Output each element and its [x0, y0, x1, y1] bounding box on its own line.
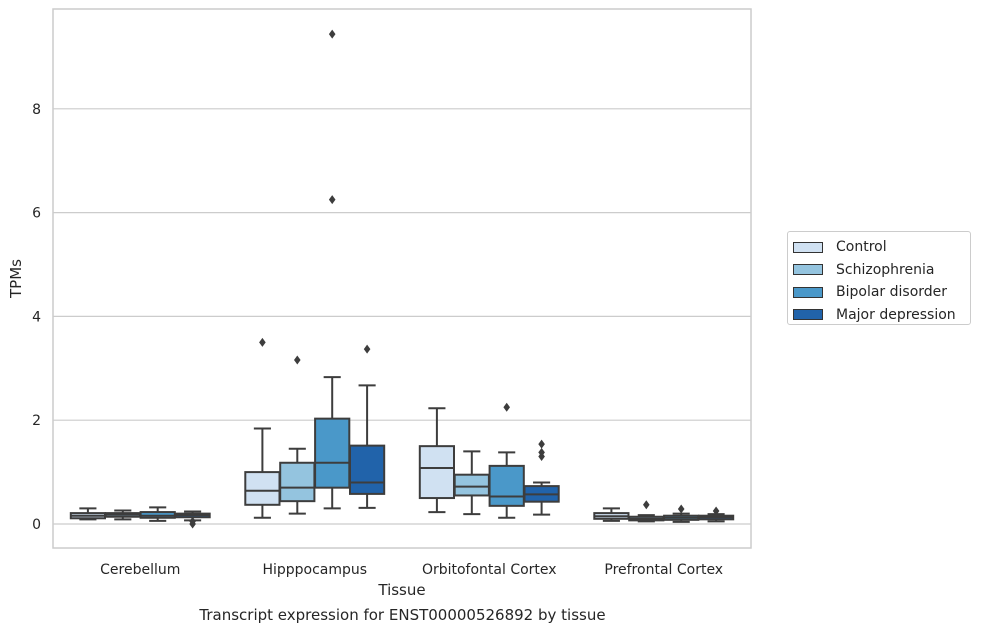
legend-item: Control — [793, 236, 970, 259]
outlier-point — [712, 506, 720, 516]
box — [244, 471, 281, 506]
outlier-point — [363, 344, 371, 354]
outlier-point — [189, 516, 196, 526]
outlier-point — [328, 195, 336, 205]
legend-swatch — [793, 241, 823, 253]
outlier-point — [294, 355, 301, 365]
x-tick-label: Orbitofontal Cortex — [422, 562, 557, 578]
y-tick-label: 6 — [32, 206, 41, 222]
legend-label: Bipolar disorder — [836, 284, 948, 301]
legend-label: Major depression — [836, 306, 956, 323]
x-tick-label: Cerebellum — [100, 562, 180, 578]
box — [348, 444, 386, 495]
plot-frame — [52, 8, 752, 549]
box — [453, 473, 490, 497]
legend-item: Schizophrenia — [793, 259, 970, 282]
outlier-point — [503, 402, 510, 412]
legend-label: Control — [836, 239, 887, 256]
legend-swatch — [793, 264, 823, 276]
y-axis-label: TPMs — [7, 259, 25, 299]
outlier-point — [259, 337, 266, 347]
x-axis-label: Tissue — [377, 581, 425, 599]
chart-caption: Transcript expression for ENST0000052689… — [199, 606, 606, 624]
box — [279, 461, 316, 503]
legend-label: Schizophrenia — [836, 261, 935, 278]
y-tick-label: 8 — [32, 102, 41, 118]
legend-swatch — [793, 309, 823, 321]
legend-swatch — [793, 286, 823, 298]
outlier-point — [328, 29, 336, 39]
outlier-point — [677, 504, 685, 514]
outlier-point — [538, 447, 545, 457]
y-tick-label: 4 — [32, 309, 41, 325]
box — [314, 417, 351, 489]
y-tick-label: 0 — [32, 517, 41, 533]
x-tick-label: Prefrontal Cortex — [604, 562, 723, 578]
legend-item: Bipolar disorder — [793, 281, 970, 304]
legend-item: Major depression — [793, 304, 970, 327]
box — [488, 464, 525, 507]
outlier-point — [643, 500, 650, 510]
x-tick-label: Hipppocampus — [262, 562, 367, 578]
box — [418, 445, 456, 500]
legend: Control Schizophrenia Bipolar disorder Majo… — [787, 231, 971, 325]
y-tick-label: 2 — [32, 413, 41, 429]
outlier-point — [538, 439, 545, 449]
